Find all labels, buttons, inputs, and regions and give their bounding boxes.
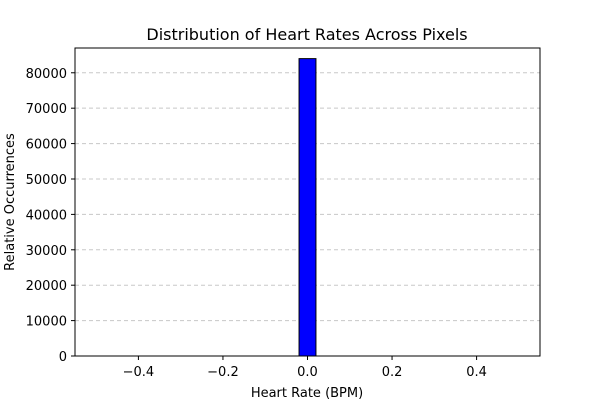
histogram-bars bbox=[298, 58, 317, 357]
y-tick-label: 50000 bbox=[26, 173, 67, 188]
y-tick-label: 20000 bbox=[26, 279, 67, 294]
y-tick-label: 30000 bbox=[26, 244, 67, 259]
x-tick-label: 0.4 bbox=[466, 365, 487, 380]
y-tick-label: 0 bbox=[59, 350, 67, 365]
x-tick-label: −0.2 bbox=[207, 365, 239, 380]
x-tick-label: 0.0 bbox=[297, 365, 318, 380]
y-tick-label: 60000 bbox=[26, 138, 67, 153]
y-axis-label: Relative Occurrences bbox=[3, 133, 18, 271]
y-tick-label: 10000 bbox=[26, 315, 67, 330]
x-axis-label: Heart Rate (BPM) bbox=[251, 386, 363, 400]
y-tick-label: 70000 bbox=[26, 102, 67, 117]
chart-title: Distribution of Heart Rates Across Pixel… bbox=[146, 25, 467, 44]
y-tick-label: 80000 bbox=[26, 67, 67, 82]
y-tick-label: 40000 bbox=[26, 208, 67, 223]
y-axis-ticks: 0 10000 20000 30000 40000 50000 60000 70000 8000… bbox=[26, 67, 75, 365]
x-tick-label: 0.2 bbox=[382, 365, 403, 380]
x-axis-ticks: −0.4 −0.2 0.0 0.2 0.4 bbox=[123, 356, 487, 380]
histogram-bar bbox=[298, 58, 317, 357]
x-tick-label: −0.4 bbox=[123, 365, 155, 380]
